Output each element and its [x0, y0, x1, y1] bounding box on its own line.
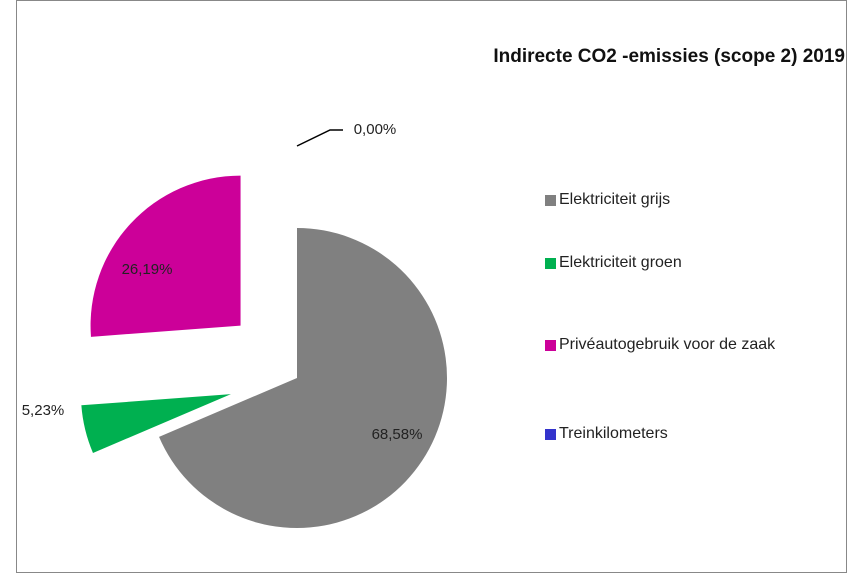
legend-item: Elektriciteit groen [545, 253, 815, 273]
pie-slice [81, 394, 231, 453]
legend-item: Treinkilometers [545, 424, 815, 444]
legend-label: Treinkilometers [559, 425, 668, 442]
legend-swatch [545, 258, 556, 269]
leader-line [296, 129, 343, 147]
legend-item: Elektriciteit grijs [545, 190, 815, 210]
pie-slice [159, 228, 447, 528]
legend-swatch [545, 195, 556, 206]
legend-label: Elektriciteit grijs [559, 191, 671, 208]
data-label: 0,00% [354, 121, 397, 138]
data-label: 5,23% [22, 402, 65, 419]
legend-swatch [545, 429, 556, 440]
chart-title: Indirecte CO2 -emissies (scope 2) 2019 [493, 46, 845, 67]
legend-label: Privéautogebruik voor de zaak [559, 336, 776, 353]
data-label: 68,58% [372, 426, 423, 443]
legend-label: Elektriciteit groen [559, 254, 682, 271]
legend-swatch [545, 340, 556, 351]
pie-slice [90, 175, 241, 337]
data-label: 26,19% [122, 261, 173, 278]
legend-item: Privéautogebruik voor de zaak [545, 335, 815, 355]
